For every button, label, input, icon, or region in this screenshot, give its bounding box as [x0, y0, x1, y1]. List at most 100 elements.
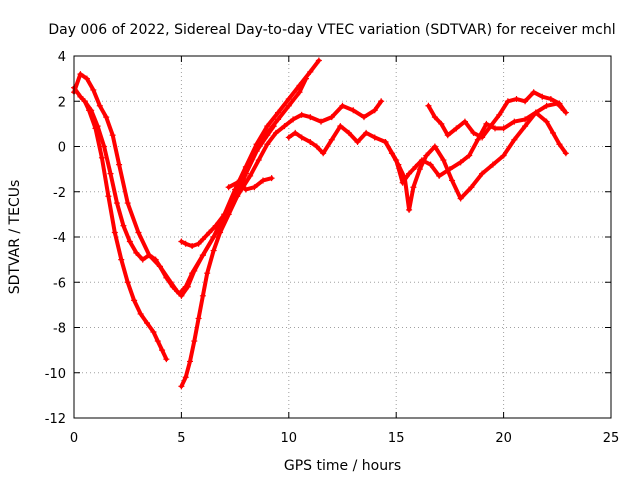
series-line — [82, 58, 321, 296]
data-point-marker — [504, 98, 511, 105]
data-point-marker — [182, 374, 189, 381]
data-point-marker — [307, 138, 314, 145]
series-satellite-track-5 — [178, 98, 385, 250]
data-point-marker — [431, 143, 438, 150]
data-point-marker — [530, 89, 537, 96]
data-point-marker — [539, 93, 546, 100]
data-point-marker — [427, 161, 434, 168]
series-satellite-track-8 — [382, 109, 569, 213]
y-tick-label: -6 — [53, 276, 66, 291]
data-point-marker — [461, 118, 468, 125]
data-point-marker — [210, 234, 217, 240]
data-point-marker — [120, 222, 127, 229]
data-point-marker — [109, 132, 116, 139]
data-point-marker — [479, 134, 486, 141]
data-point-marker — [337, 123, 344, 130]
data-point-marker — [489, 161, 496, 168]
data-point-marker — [232, 186, 239, 193]
data-point-marker — [511, 136, 518, 143]
data-point-marker — [532, 109, 539, 116]
data-point-marker — [513, 95, 520, 102]
data-point-marker — [307, 68, 314, 75]
data-point-marker — [457, 159, 464, 166]
data-point-marker — [264, 129, 271, 136]
data-point-marker — [182, 283, 189, 290]
x-tick-label: 0 — [70, 431, 78, 446]
data-point-marker — [77, 71, 84, 78]
data-point-marker — [562, 150, 569, 157]
series-satellite-track-3 — [81, 57, 322, 297]
data-point-marker — [290, 116, 297, 123]
data-point-marker — [199, 292, 206, 299]
series-line — [179, 99, 384, 249]
plot-area — [71, 57, 569, 390]
series-line — [72, 85, 169, 362]
y-tick-label: 4 — [58, 50, 66, 65]
data-point-marker — [453, 125, 460, 132]
data-point-marker — [328, 136, 335, 143]
y-tick-label: -10 — [45, 367, 66, 382]
data-point-marker — [156, 263, 163, 270]
data-point-marker — [275, 109, 282, 116]
series-satellite-track-1 — [71, 84, 170, 363]
data-point-marker — [339, 102, 346, 109]
data-point-marker — [543, 118, 550, 125]
data-point-marker — [133, 249, 140, 256]
data-point-marker — [186, 358, 193, 365]
data-point-marker — [556, 100, 563, 107]
data-point-marker — [195, 240, 202, 247]
data-point-marker — [124, 200, 131, 207]
y-axis-title: SDTVAR / TECUs — [7, 180, 23, 295]
data-point-marker — [135, 229, 142, 236]
data-point-marker — [492, 125, 499, 132]
y-tick-label: 0 — [58, 141, 66, 156]
data-point-marker — [388, 150, 395, 157]
data-point-marker — [139, 256, 146, 263]
data-point-marker — [96, 102, 103, 109]
series-satellite-track-7 — [285, 100, 567, 186]
data-point-marker — [253, 148, 260, 155]
data-point-marker — [81, 98, 88, 105]
x-axis-title: GPS time / hours — [284, 458, 401, 474]
data-point-marker — [178, 383, 185, 390]
data-point-marker — [163, 274, 170, 281]
data-point-marker — [118, 256, 125, 263]
data-point-marker — [556, 141, 563, 148]
data-point-marker — [562, 109, 569, 116]
data-point-marker — [474, 136, 481, 143]
data-point-marker — [103, 114, 110, 121]
data-point-marker — [487, 123, 494, 130]
data-point-marker — [199, 252, 206, 259]
data-point-marker — [251, 184, 258, 191]
data-point-marker — [126, 238, 133, 245]
data-point-marker — [150, 329, 157, 336]
data-point-marker — [550, 129, 557, 136]
data-point-marker — [264, 141, 271, 148]
data-point-marker — [470, 129, 477, 136]
data-point-marker — [511, 118, 518, 125]
y-tick-label: -2 — [53, 186, 66, 201]
data-point-marker — [182, 240, 189, 247]
data-point-marker — [90, 86, 97, 93]
data-point-marker — [307, 114, 314, 121]
data-point-marker — [268, 175, 275, 182]
data-point-marker — [101, 143, 108, 150]
y-tick-label: 2 — [58, 95, 66, 110]
data-point-marker — [131, 297, 138, 304]
data-point-marker — [137, 310, 144, 317]
data-point-marker — [212, 222, 219, 229]
series-line — [383, 110, 568, 212]
data-point-marker — [105, 193, 112, 200]
data-point-marker — [281, 123, 288, 130]
series-satellite-track-6 — [225, 175, 275, 193]
x-tick-label: 5 — [177, 431, 185, 446]
data-point-marker — [354, 138, 361, 145]
data-point-marker — [98, 154, 105, 161]
data-point-marker — [313, 143, 320, 150]
data-point-marker — [225, 184, 232, 191]
data-point-marker — [260, 177, 267, 184]
grid — [74, 56, 611, 418]
data-point-marker — [410, 184, 417, 191]
y-tick-label: -8 — [53, 322, 66, 337]
